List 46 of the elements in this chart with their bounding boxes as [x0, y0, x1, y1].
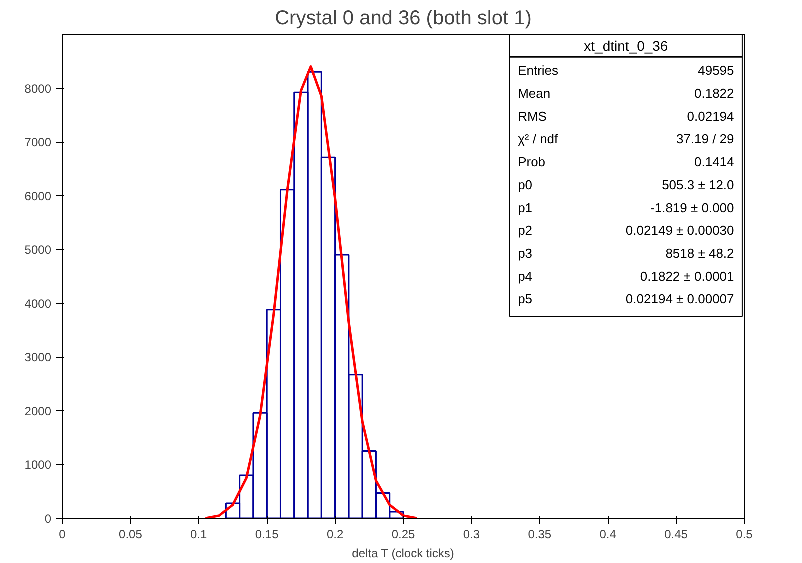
y-tick-label: 5000 [24, 243, 52, 258]
annotation: xt_dtint_0_36 [584, 38, 668, 54]
y-tick-label: 6000 [24, 189, 52, 204]
annotation: Mean [518, 86, 551, 102]
annotation: p5 [518, 292, 533, 307]
x-tick-label: 0 [59, 528, 66, 542]
annotation: 505.3 ± 12.0 [662, 177, 734, 192]
annotation: χ² / ndf [518, 132, 559, 147]
y-tick-label: 8000 [24, 82, 52, 96]
annotation: 0.02149 ± 0.00030 [626, 223, 734, 238]
x-tick-label: 0.1 [190, 528, 208, 542]
annotation: p3 [518, 246, 533, 262]
annotation: p2 [518, 223, 533, 238]
annotation: 0.02194 ± 0.00007 [626, 292, 734, 307]
x-tick-label: 0.25 [392, 528, 416, 542]
y-tick-label: 2000 [24, 404, 52, 418]
x-tick-label: 0.05 [119, 528, 143, 542]
x-tick-label: 0.5 [736, 528, 754, 542]
annotation: 0.1822 [694, 86, 734, 102]
annotation: 49595 [698, 63, 734, 78]
annotation: 37.19 / 29 [676, 132, 734, 147]
annotation: 8518 ± 48.2 [666, 246, 734, 262]
y-tick-label: 7000 [24, 136, 52, 150]
x-tick-label: 0.45 [664, 528, 688, 542]
x-tick-label: 0.2 [326, 528, 344, 542]
annotation: p1 [518, 200, 533, 216]
x-tick-label: 0.4 [600, 528, 617, 542]
annotation: p0 [518, 177, 533, 192]
x-tick-label: 0.35 [528, 528, 552, 542]
line-series [204, 66, 418, 518]
annotation: 0.1822 ± 0.0001 [640, 268, 734, 284]
chart-title: Crystal 0 and 36 (both slot 1) [275, 8, 532, 30]
y-tick-label: 0 [44, 512, 52, 526]
annotation: p4 [518, 268, 533, 284]
y-tick-label: 3000 [24, 350, 52, 365]
x-axis-title: delta T (clock ticks) [352, 546, 454, 560]
annotation: 0.1414 [694, 154, 734, 170]
y-tick-label: 4000 [24, 296, 52, 311]
x-tick-label: 0.15 [255, 528, 280, 542]
y-tick-label: 1000 [24, 458, 52, 472]
annotation: RMS [518, 108, 548, 124]
x-tick-label: 0.3 [463, 528, 480, 542]
annotation: Entries [518, 63, 560, 78]
annotation: 0.02194 [687, 108, 734, 124]
annotation: Prob [518, 154, 546, 170]
annotation: -1.819 ± 0.000 [650, 200, 734, 216]
